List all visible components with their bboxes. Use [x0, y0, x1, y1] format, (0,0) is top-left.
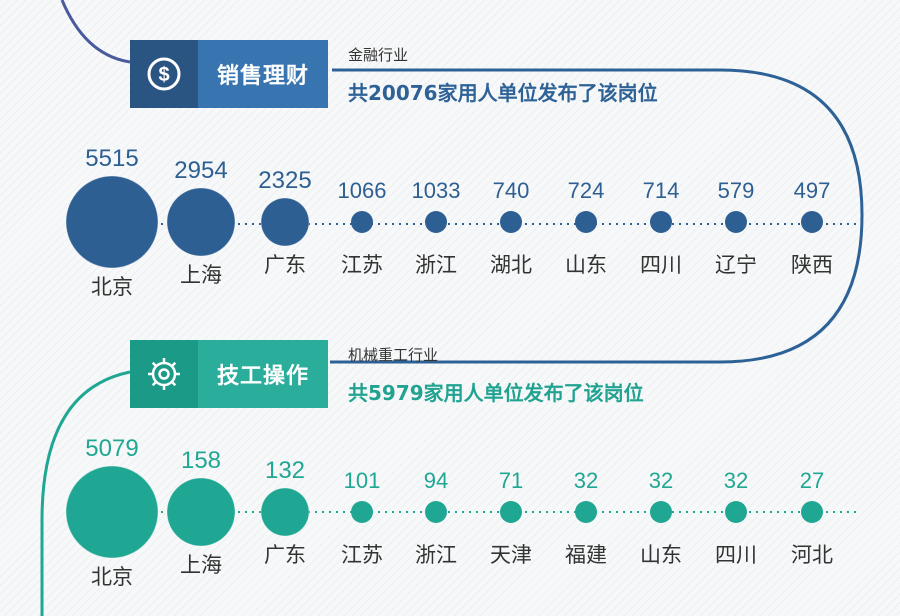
sec2-bubble-5	[500, 501, 522, 523]
sec1-value-label-8: 579	[718, 178, 755, 203]
sec2-region-label-6: 福建	[565, 543, 607, 567]
sec2-region-label-5: 天津	[490, 543, 532, 567]
sec2-bubble-0	[65, 465, 159, 559]
gear-icon	[130, 340, 198, 408]
sec1-region-label-4: 浙江	[415, 253, 457, 277]
sec1-bubble-6	[575, 211, 597, 233]
sec1-bubble-2	[260, 197, 310, 247]
sec1-value-label-7: 714	[643, 178, 680, 203]
sec1-value-label-3: 1066	[338, 178, 387, 203]
sec1-region-label-6: 山东	[565, 253, 607, 277]
sec1-bubble-5	[500, 211, 522, 233]
sec1-bubble-chart: 5515 北京 2954 上海 2325 广东 1066 江苏 1033 浙江 740 湖北 724 山东…	[65, 145, 860, 299]
sec1-region-label-7: 四川	[640, 253, 682, 277]
sec2-bubble-3	[351, 501, 373, 523]
sec1-bubble-4	[425, 211, 447, 233]
sec1-region-label-0: 北京	[91, 275, 133, 299]
sec2-value-label-6: 32	[574, 468, 598, 493]
sec1-value-label-4: 1033	[412, 178, 461, 203]
dollar-coin-icon: $	[130, 40, 198, 108]
sec1-region-label-8: 辽宁	[715, 253, 757, 277]
sec1-value-label-6: 724	[568, 178, 605, 203]
sec2-bubble-chart: 5079 北京 158 上海 132 广东 101 江苏 94 浙江 71 天津 32 福建 32 山东 32 四…	[65, 435, 860, 589]
sec1-bubble-7	[650, 211, 672, 233]
sec2-region-label-2: 广东	[264, 543, 306, 567]
sec1-bubble-0	[65, 175, 159, 269]
sec2-bubble-6	[575, 501, 597, 523]
sales-finance-summary: 共20076家用人单位发布了该岗位	[348, 81, 658, 105]
sec2-region-label-1: 上海	[180, 553, 222, 577]
sec2-region-label-4: 浙江	[415, 543, 457, 567]
sec2-value-label-3: 101	[344, 468, 381, 493]
blue-track-curve	[330, 68, 864, 364]
sec2-bubble-4	[425, 501, 447, 523]
sec2-region-label-3: 江苏	[341, 543, 383, 567]
top-connector-curve	[60, 0, 131, 64]
teal-track-curve	[40, 370, 131, 616]
sec1-value-label-2: 2325	[258, 167, 311, 194]
sales-finance-industry: 金融行业	[348, 46, 409, 64]
technical-operation-summary: 共5979家用人单位发布了该岗位	[348, 381, 644, 405]
sec2-value-label-0: 5079	[85, 435, 138, 462]
sec2-bubble-2	[260, 487, 310, 537]
technical-operation-title: 技工操作	[198, 340, 328, 408]
sec1-region-label-2: 广东	[264, 253, 306, 277]
sec1-bubble-3	[351, 211, 373, 233]
sec1-value-label-5: 740	[493, 178, 530, 203]
sec2-value-label-5: 71	[499, 468, 523, 493]
sec2-value-label-9: 27	[800, 468, 824, 493]
sec2-region-label-0: 北京	[91, 565, 133, 589]
sec1-value-label-1: 2954	[174, 157, 227, 184]
sec2-bubble-7	[650, 501, 672, 523]
sec2-region-label-9: 河北	[791, 543, 833, 567]
sec2-bubble-8	[725, 501, 747, 523]
sec2-bubble-1	[166, 477, 236, 547]
sec1-bubble-1	[166, 187, 236, 257]
sec1-bubble-9	[801, 211, 823, 233]
sec2-value-label-8: 32	[724, 468, 748, 493]
technical-operation-industry: 机械重工行业	[348, 346, 439, 364]
sec1-region-label-9: 陕西	[791, 253, 833, 277]
sec2-region-label-8: 四川	[715, 543, 757, 567]
sec2-value-label-7: 32	[649, 468, 673, 493]
sec1-value-label-9: 497	[794, 178, 831, 203]
sec2-bubble-9	[801, 501, 823, 523]
sales-finance-title: 销售理财	[198, 40, 328, 108]
sec1-value-label-0: 5515	[85, 145, 138, 172]
sec1-region-label-3: 江苏	[341, 253, 383, 277]
sec2-value-label-2: 132	[265, 457, 305, 484]
sec2-region-label-7: 山东	[640, 543, 682, 567]
sec1-region-label-5: 湖北	[490, 253, 532, 277]
sec2-value-label-1: 158	[181, 447, 221, 474]
svg-text:$: $	[158, 64, 169, 86]
sec1-bubble-8	[725, 211, 747, 233]
sec2-value-label-4: 94	[424, 468, 448, 493]
sec1-region-label-1: 上海	[180, 263, 222, 287]
